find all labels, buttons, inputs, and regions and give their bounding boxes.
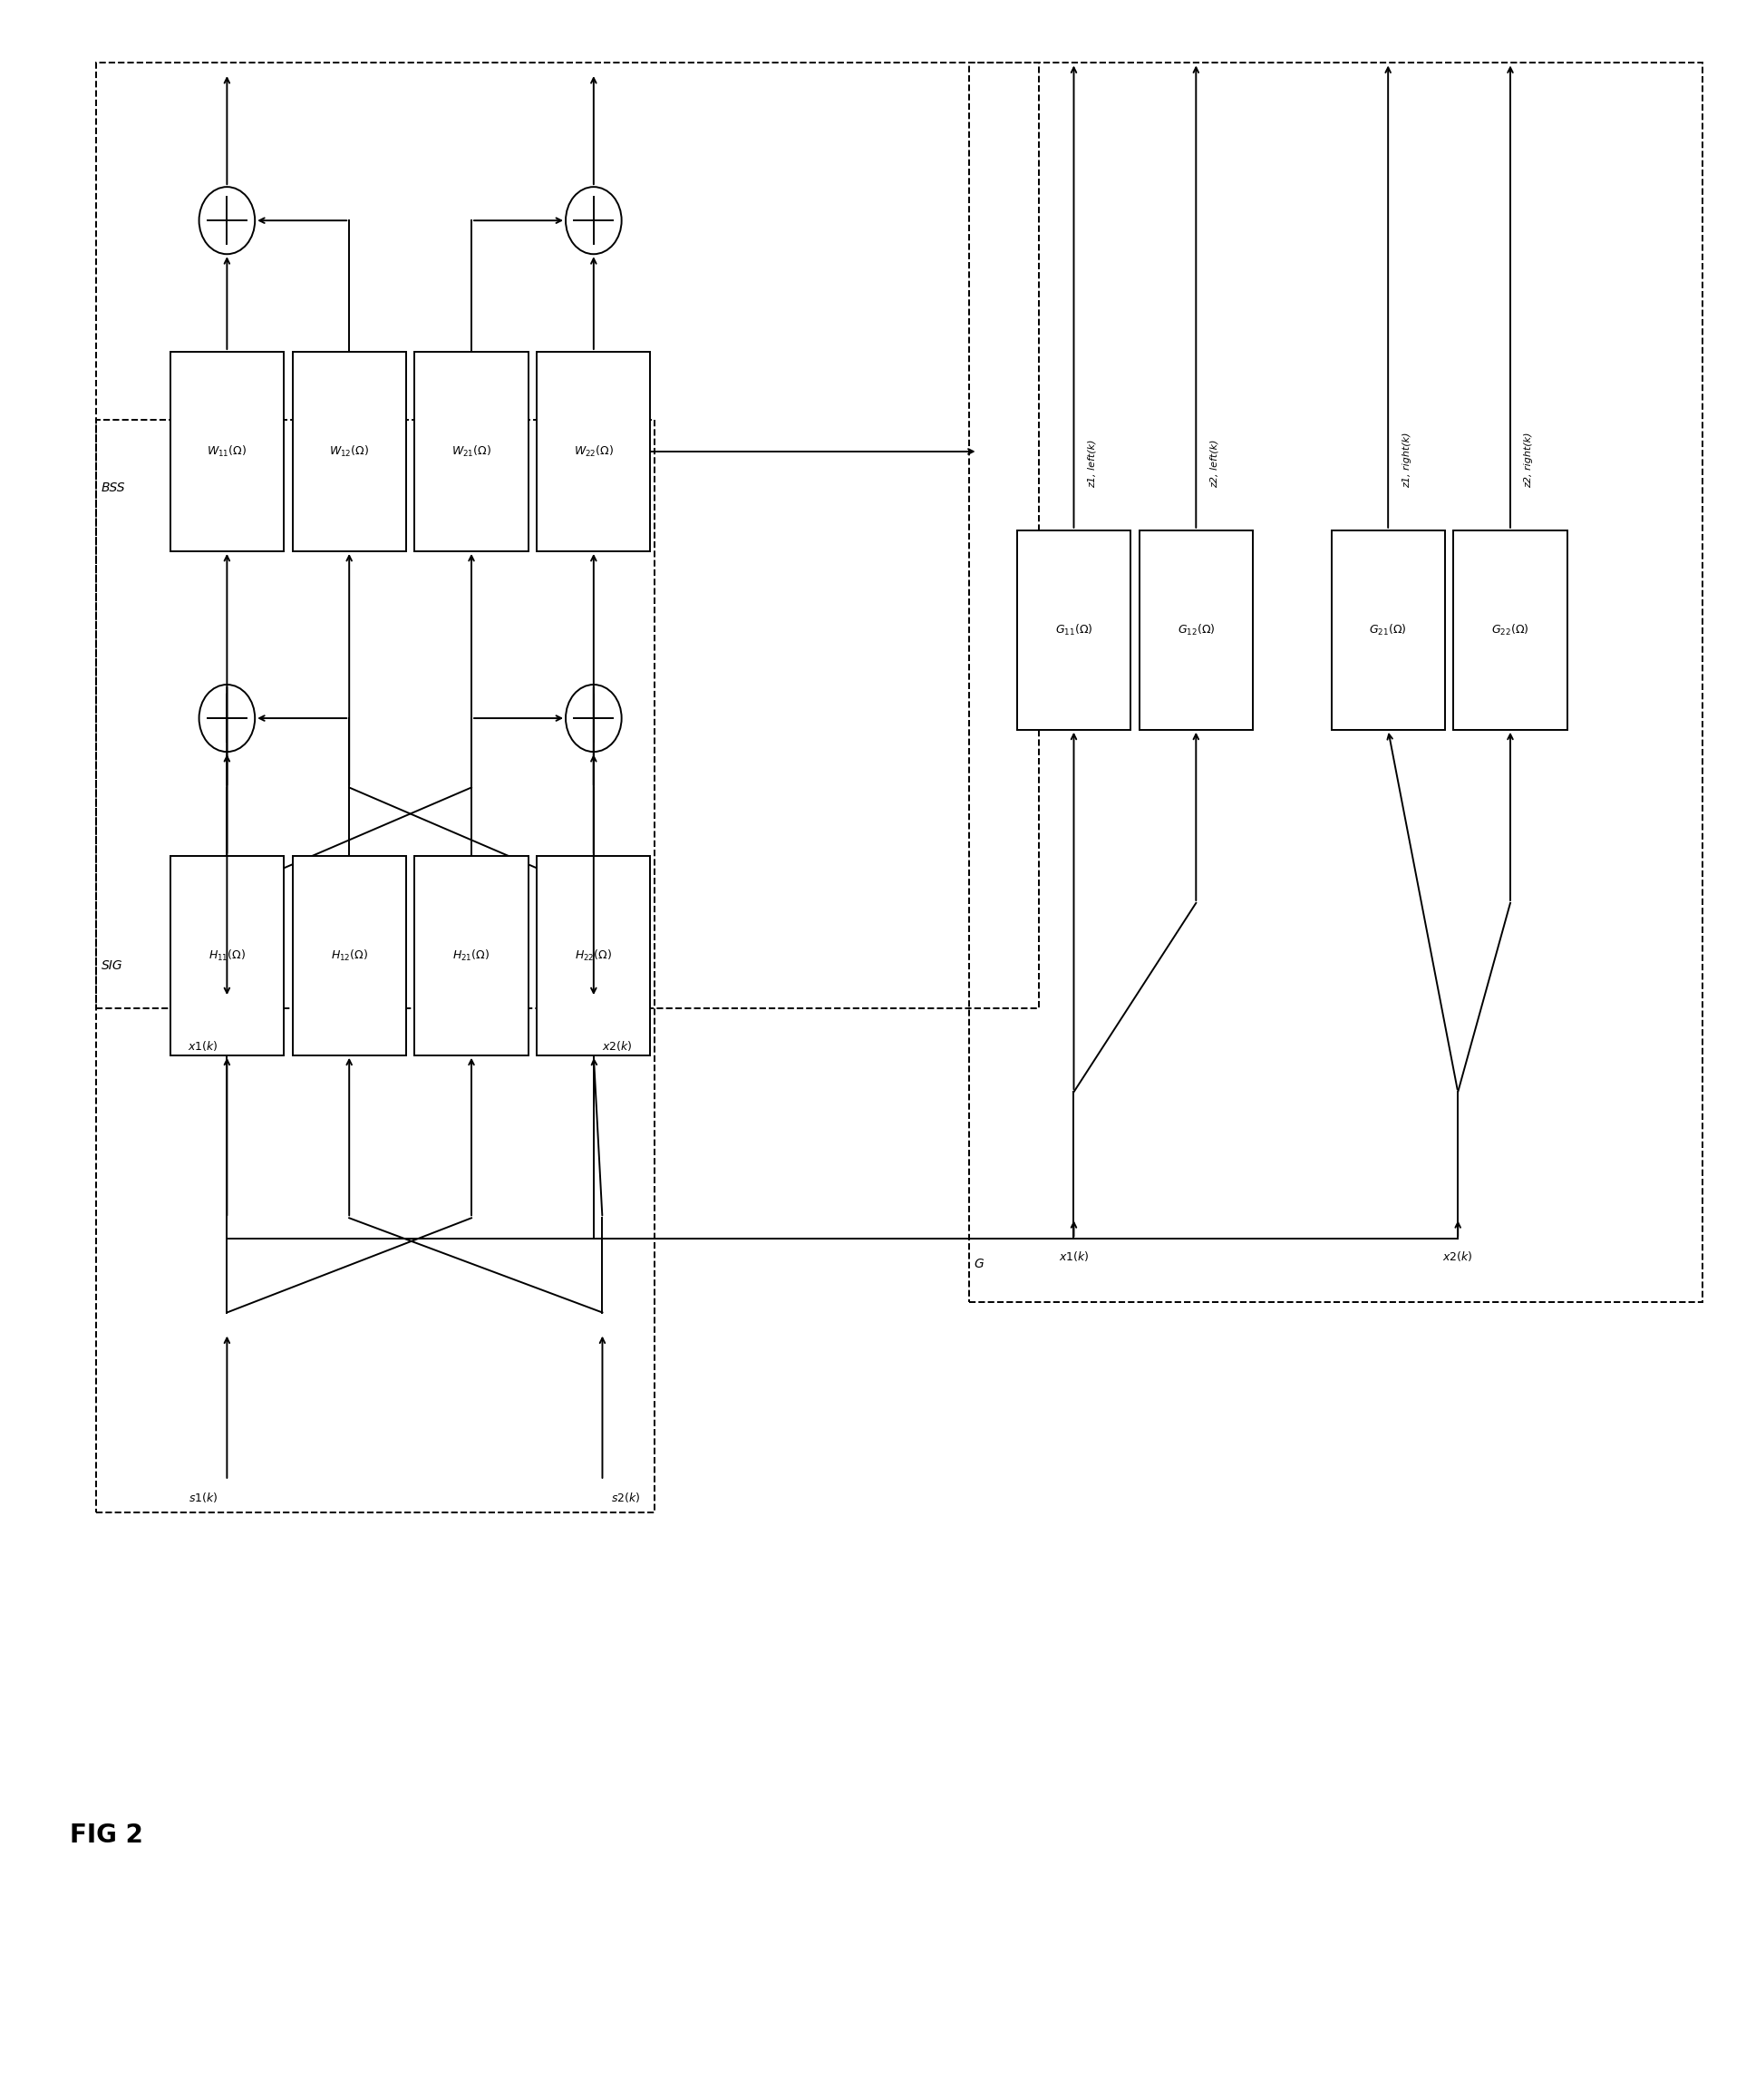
FancyBboxPatch shape [1453, 531, 1568, 731]
Text: z1, right(k): z1, right(k) [1402, 433, 1411, 489]
Text: G: G [974, 1258, 985, 1270]
Text: $H_{21}(\Omega)$: $H_{21}(\Omega)$ [452, 949, 491, 962]
Text: $x2(k)$: $x2(k)$ [1442, 1250, 1474, 1262]
FancyBboxPatch shape [169, 353, 283, 550]
Text: z2, left(k): z2, left(k) [1210, 439, 1219, 489]
FancyBboxPatch shape [293, 353, 405, 550]
Text: $G_{21}(\Omega)$: $G_{21}(\Omega)$ [1369, 624, 1407, 636]
FancyBboxPatch shape [1016, 531, 1131, 731]
Text: $s1(k)$: $s1(k)$ [189, 1491, 218, 1504]
Text: $G_{11}(\Omega)$: $G_{11}(\Omega)$ [1055, 624, 1093, 636]
Text: $H_{12}(\Omega)$: $H_{12}(\Omega)$ [330, 949, 368, 962]
Text: $H_{11}(\Omega)$: $H_{11}(\Omega)$ [208, 949, 246, 962]
Text: $W_{21}(\Omega)$: $W_{21}(\Omega)$ [452, 445, 491, 458]
Text: z1, left(k): z1, left(k) [1088, 439, 1096, 489]
Text: SIG: SIG [101, 960, 122, 972]
Text: $s2(k)$: $s2(k)$ [611, 1491, 641, 1504]
Text: $x2(k)$: $x2(k)$ [602, 1040, 632, 1052]
Text: $G_{22}(\Omega)$: $G_{22}(\Omega)$ [1491, 624, 1529, 636]
Text: BSS: BSS [101, 481, 126, 496]
FancyBboxPatch shape [538, 353, 650, 550]
Text: $H_{22}(\Omega)$: $H_{22}(\Omega)$ [574, 949, 613, 962]
Text: $x1(k)$: $x1(k)$ [1058, 1250, 1090, 1262]
FancyBboxPatch shape [416, 353, 527, 550]
Text: $W_{12}(\Omega)$: $W_{12}(\Omega)$ [330, 445, 368, 458]
FancyBboxPatch shape [538, 857, 650, 1054]
Text: FIG 2: FIG 2 [70, 1823, 143, 1848]
FancyBboxPatch shape [169, 857, 283, 1054]
Text: $W_{22}(\Omega)$: $W_{22}(\Omega)$ [574, 445, 613, 458]
FancyBboxPatch shape [1140, 531, 1252, 731]
Text: z2, right(k): z2, right(k) [1524, 433, 1533, 489]
FancyBboxPatch shape [416, 857, 527, 1054]
Text: $W_{11}(\Omega)$: $W_{11}(\Omega)$ [208, 445, 246, 458]
FancyBboxPatch shape [1330, 531, 1446, 731]
FancyBboxPatch shape [293, 857, 405, 1054]
Text: $x1(k)$: $x1(k)$ [189, 1040, 218, 1052]
Text: $G_{12}(\Omega)$: $G_{12}(\Omega)$ [1177, 624, 1215, 636]
